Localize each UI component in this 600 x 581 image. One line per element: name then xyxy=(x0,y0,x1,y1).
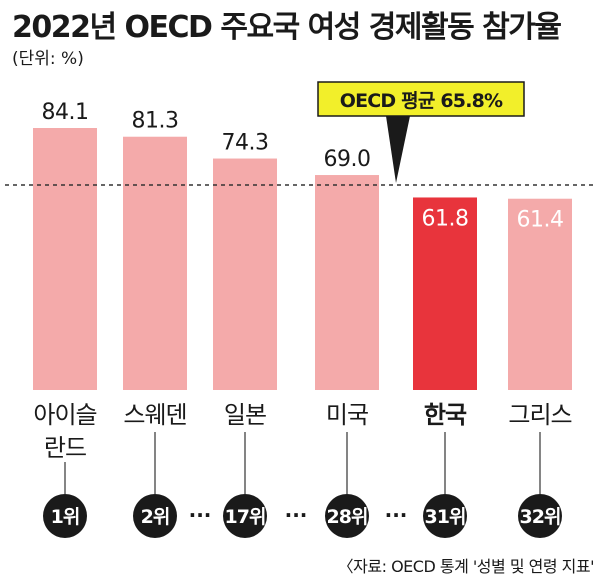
unit-label: (단위: %) xyxy=(12,49,84,69)
bar-1 xyxy=(123,136,187,390)
average-callout-box xyxy=(317,81,525,117)
category-label-0-line2: 란드 xyxy=(44,434,86,462)
source-note: 〈자료: OECD 통계 '성별 및 연령 지표' xyxy=(337,557,595,576)
rank-badge-0 xyxy=(43,494,87,538)
rank-gap-marker-1: ··· xyxy=(285,503,308,527)
value-label-2: 74.3 xyxy=(222,131,269,156)
rank-badge-1 xyxy=(133,494,177,538)
rank-label-5: 32위 xyxy=(520,506,561,528)
category-label-3: 미국 xyxy=(326,401,368,429)
chart-title: 2022년 OECD 주요국 여성 경제활동 참가율 xyxy=(12,10,562,45)
category-label-4: 한국 xyxy=(424,401,467,429)
value-label-4: 61.8 xyxy=(422,206,469,231)
average-label: OECD 평균 65.8% xyxy=(340,90,503,112)
category-label-1: 스웨덴 xyxy=(123,401,186,429)
rank-label-4: 31위 xyxy=(425,506,466,528)
rank-badge-4 xyxy=(423,494,467,538)
value-label-5: 61.4 xyxy=(517,208,564,233)
average-callout-pointer xyxy=(386,116,410,184)
value-label-1: 81.3 xyxy=(132,109,179,134)
bar-2 xyxy=(213,158,277,390)
value-label-0: 84.1 xyxy=(42,100,89,125)
rank-badge-3 xyxy=(325,494,369,538)
rank-label-1: 2위 xyxy=(141,506,170,528)
rank-label-3: 28위 xyxy=(327,506,368,528)
bar-0 xyxy=(33,128,97,390)
value-label-3: 69.0 xyxy=(324,147,371,172)
category-label-5: 그리스 xyxy=(508,401,571,429)
rank-badge-2 xyxy=(223,494,267,538)
category-label-0: 아이슬 xyxy=(33,401,96,429)
rank-gap-marker-0: ··· xyxy=(189,503,212,527)
rank-badge-5 xyxy=(518,494,562,538)
bar-3 xyxy=(315,175,379,390)
rank-label-0: 1위 xyxy=(51,506,80,528)
category-label-2: 일본 xyxy=(224,401,266,429)
bar-4 xyxy=(413,197,477,390)
rank-gap-marker-2: ··· xyxy=(385,503,408,527)
bar-5 xyxy=(508,198,572,390)
rank-label-2: 17위 xyxy=(225,506,266,528)
